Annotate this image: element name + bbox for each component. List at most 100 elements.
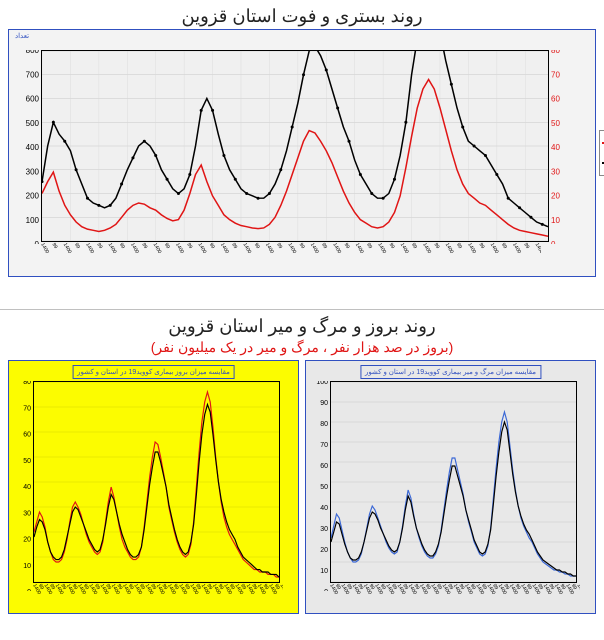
- bottom-right-area: [330, 381, 577, 583]
- svg-text:30: 30: [320, 526, 328, 533]
- bottom-right-svg: [331, 382, 576, 582]
- svg-text:99: 99: [118, 242, 126, 250]
- svg-text:0: 0: [551, 240, 556, 244]
- svg-text:30: 30: [23, 510, 31, 517]
- svg-text:600: 600: [26, 95, 40, 104]
- svg-text:80: 80: [320, 421, 328, 428]
- svg-text:99: 99: [388, 242, 396, 250]
- svg-text:99: 99: [208, 242, 216, 250]
- bottom-subtitle: (بروز در صد هزار نفر ، مرگ و میر در یک م…: [0, 339, 604, 360]
- bottom-left-area: [33, 381, 280, 583]
- svg-text:200: 200: [26, 192, 40, 201]
- top-panel: روند بستری و فوت استان قزوین تعداد 01002…: [0, 0, 604, 310]
- svg-text:400: 400: [26, 143, 40, 152]
- svg-text:50: 50: [551, 119, 560, 128]
- top-y-left-ticks: 0 100 200 300 400 500 600 700 800: [9, 50, 41, 244]
- svg-text:40: 40: [23, 484, 31, 491]
- svg-text:1400: 1400: [264, 242, 275, 255]
- top-chart-area: [41, 50, 549, 242]
- top-x-ticks: 1400991400991400991400991400991400991400…: [41, 242, 541, 276]
- svg-text:20: 20: [320, 547, 328, 554]
- svg-text:70: 70: [551, 70, 560, 79]
- svg-text:99: 99: [410, 242, 418, 250]
- svg-text:0: 0: [324, 589, 328, 591]
- svg-text:70: 70: [23, 405, 31, 412]
- svg-text:1400: 1400: [511, 242, 522, 255]
- bottom-row: مقایسه میزان بروز بیماری کووید19 در استا…: [0, 360, 604, 622]
- svg-text:80: 80: [23, 381, 31, 386]
- svg-text:0: 0: [35, 240, 40, 244]
- bottom-left-box-title: مقایسه میزان بروز بیماری کووید19 در استا…: [72, 365, 235, 379]
- bottom-right-y-ticks: 0102030405060708090100: [306, 381, 330, 591]
- svg-text:99: 99: [163, 242, 171, 250]
- bottom-right-box-title: مقایسه میزان مرگ و میر بیماری کووید19 در…: [360, 365, 541, 379]
- svg-text:10: 10: [551, 216, 560, 225]
- svg-text:99: 99: [477, 242, 485, 250]
- top-legend: Sum of بستری Sum of فوت: [599, 130, 604, 176]
- bottom-right-x-ticks: 1400991400991400991400991400991400991400…: [330, 583, 580, 613]
- svg-text:99: 99: [253, 242, 261, 250]
- svg-text:10: 10: [320, 568, 328, 575]
- svg-text:20: 20: [551, 192, 560, 201]
- svg-text:10: 10: [23, 563, 31, 570]
- svg-text:100: 100: [26, 216, 40, 225]
- svg-text:99: 99: [522, 242, 530, 250]
- svg-text:1400: 1400: [399, 242, 410, 255]
- top-y-axis-label: تعداد: [15, 32, 29, 40]
- svg-text:1400: 1400: [174, 242, 185, 255]
- svg-text:60: 60: [551, 95, 560, 104]
- svg-text:700: 700: [26, 70, 40, 79]
- svg-text:1400: 1400: [534, 242, 541, 255]
- svg-text:1400: 1400: [84, 242, 95, 255]
- svg-text:20: 20: [23, 537, 31, 544]
- top-y-right-ticks: 01020304050607080: [549, 50, 587, 244]
- svg-text:90: 90: [320, 400, 328, 407]
- svg-text:99: 99: [455, 242, 463, 250]
- svg-text:1400: 1400: [376, 242, 387, 255]
- svg-text:1400: 1400: [41, 242, 50, 255]
- svg-text:1400: 1400: [152, 242, 163, 255]
- svg-text:50: 50: [23, 458, 31, 465]
- svg-text:300: 300: [26, 167, 40, 176]
- bottom-left-chart: مقایسه میزان بروز بیماری کووید19 در استا…: [8, 360, 299, 614]
- svg-text:1400: 1400: [575, 583, 580, 596]
- bottom-panel: روند بروز و مرگ و میر استان قزوین (بروز …: [0, 310, 604, 640]
- svg-text:100: 100: [316, 381, 328, 386]
- svg-text:1400: 1400: [219, 242, 230, 255]
- svg-text:1400: 1400: [354, 242, 365, 255]
- svg-text:50: 50: [320, 484, 328, 491]
- svg-text:1400: 1400: [331, 242, 342, 255]
- svg-text:1400: 1400: [107, 242, 118, 255]
- svg-text:99: 99: [185, 242, 193, 250]
- svg-text:60: 60: [320, 463, 328, 470]
- svg-text:99: 99: [320, 242, 328, 250]
- bottom-left-y-ticks: 0 10 20 30 40 50 60 70 80: [9, 381, 33, 591]
- svg-text:99: 99: [140, 242, 148, 250]
- top-chart-svg: [42, 51, 548, 241]
- svg-text:1400: 1400: [197, 242, 208, 255]
- svg-text:99: 99: [275, 242, 283, 250]
- svg-text:60: 60: [23, 432, 31, 439]
- svg-text:99: 99: [433, 242, 441, 250]
- svg-text:1400: 1400: [242, 242, 253, 255]
- svg-text:99: 99: [230, 242, 238, 250]
- svg-text:99: 99: [298, 242, 306, 250]
- svg-text:1400: 1400: [62, 242, 73, 255]
- svg-text:500: 500: [26, 119, 40, 128]
- top-chart: تعداد 0 100 200 300 400 500 600 700 800 0 10 20 30 4…: [8, 29, 596, 277]
- bottom-left-svg: [34, 382, 279, 582]
- svg-text:99: 99: [51, 242, 59, 250]
- svg-text:0: 0: [27, 589, 31, 591]
- svg-text:99: 99: [95, 242, 103, 250]
- svg-text:70: 70: [320, 442, 328, 449]
- svg-text:30: 30: [551, 167, 560, 176]
- svg-text:99: 99: [500, 242, 508, 250]
- svg-text:800: 800: [26, 50, 40, 55]
- svg-text:99: 99: [343, 242, 351, 250]
- svg-text:1400: 1400: [466, 242, 477, 255]
- svg-text:99: 99: [73, 242, 81, 250]
- svg-text:1400: 1400: [444, 242, 455, 255]
- svg-text:99: 99: [365, 242, 373, 250]
- svg-text:1400: 1400: [286, 242, 297, 255]
- svg-text:1400: 1400: [278, 583, 283, 596]
